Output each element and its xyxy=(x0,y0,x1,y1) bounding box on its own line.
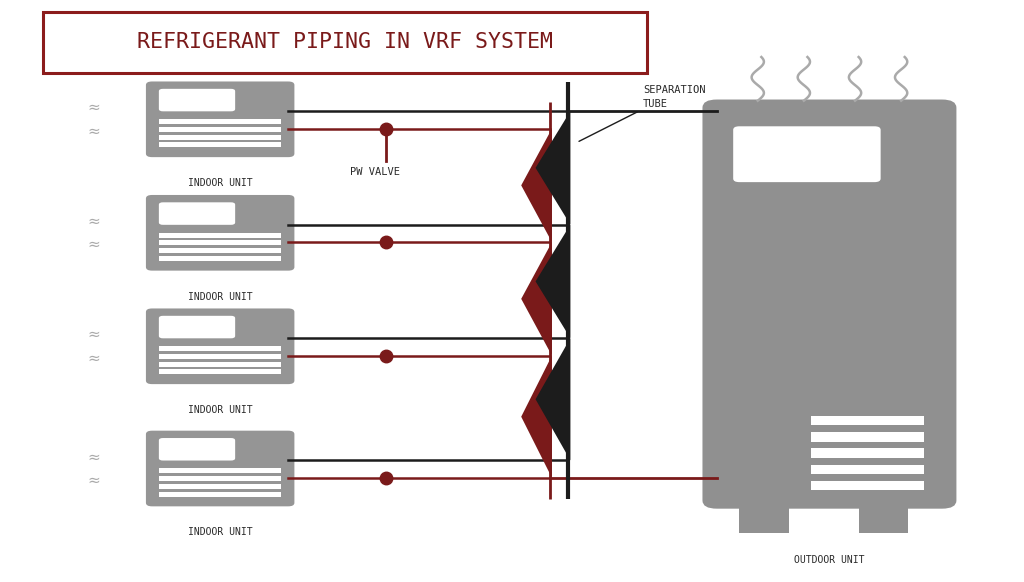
Bar xyxy=(159,370,282,374)
Bar xyxy=(159,361,282,367)
Bar xyxy=(159,134,282,140)
Text: OUTDOOR UNIT: OUTDOOR UNIT xyxy=(795,555,864,565)
FancyBboxPatch shape xyxy=(702,100,956,509)
FancyBboxPatch shape xyxy=(145,431,295,506)
Bar xyxy=(811,448,924,458)
FancyBboxPatch shape xyxy=(145,195,295,271)
Text: INDOOR UNIT: INDOOR UNIT xyxy=(187,405,253,415)
Text: SEPARATION
TUBE: SEPARATION TUBE xyxy=(643,85,706,109)
Text: ≈: ≈ xyxy=(87,214,100,229)
Polygon shape xyxy=(521,242,552,356)
Bar xyxy=(859,499,908,533)
Bar xyxy=(811,416,924,425)
Polygon shape xyxy=(536,111,570,225)
Bar xyxy=(43,12,647,73)
Bar xyxy=(159,240,282,246)
Bar xyxy=(159,256,282,261)
Bar xyxy=(159,354,282,359)
Text: INDOOR UNIT: INDOOR UNIT xyxy=(187,527,253,537)
Bar xyxy=(159,248,282,253)
Text: ≈: ≈ xyxy=(87,350,100,365)
FancyBboxPatch shape xyxy=(145,81,295,157)
Bar xyxy=(159,233,282,237)
Text: INDOOR UNIT: INDOOR UNIT xyxy=(187,292,253,301)
Polygon shape xyxy=(536,338,570,460)
FancyBboxPatch shape xyxy=(159,89,236,111)
Text: REFRIGERANT PIPING IN VRF SYSTEM: REFRIGERANT PIPING IN VRF SYSTEM xyxy=(137,32,553,52)
Polygon shape xyxy=(521,129,552,242)
Text: ≈: ≈ xyxy=(87,449,100,464)
FancyBboxPatch shape xyxy=(159,203,236,225)
Text: INDOOR UNIT: INDOOR UNIT xyxy=(187,178,253,188)
Bar xyxy=(159,469,282,473)
Text: ≈: ≈ xyxy=(87,473,100,488)
Text: ≈: ≈ xyxy=(87,327,100,342)
Polygon shape xyxy=(536,225,570,338)
Polygon shape xyxy=(521,356,552,478)
FancyBboxPatch shape xyxy=(159,438,236,460)
Text: ≈: ≈ xyxy=(87,237,100,252)
Text: PW VALVE: PW VALVE xyxy=(350,167,400,178)
Text: ≈: ≈ xyxy=(87,100,100,115)
Bar xyxy=(159,119,282,124)
FancyBboxPatch shape xyxy=(145,308,295,384)
Bar xyxy=(159,492,282,496)
Bar xyxy=(159,127,282,132)
Bar xyxy=(811,432,924,442)
Text: ≈: ≈ xyxy=(87,123,100,139)
Bar xyxy=(159,484,282,489)
Bar xyxy=(811,481,924,490)
Bar xyxy=(159,346,282,351)
Bar xyxy=(159,143,282,147)
Bar xyxy=(811,464,924,474)
FancyBboxPatch shape xyxy=(733,126,881,182)
Bar xyxy=(159,476,282,481)
Bar xyxy=(739,499,788,533)
FancyBboxPatch shape xyxy=(159,316,236,338)
